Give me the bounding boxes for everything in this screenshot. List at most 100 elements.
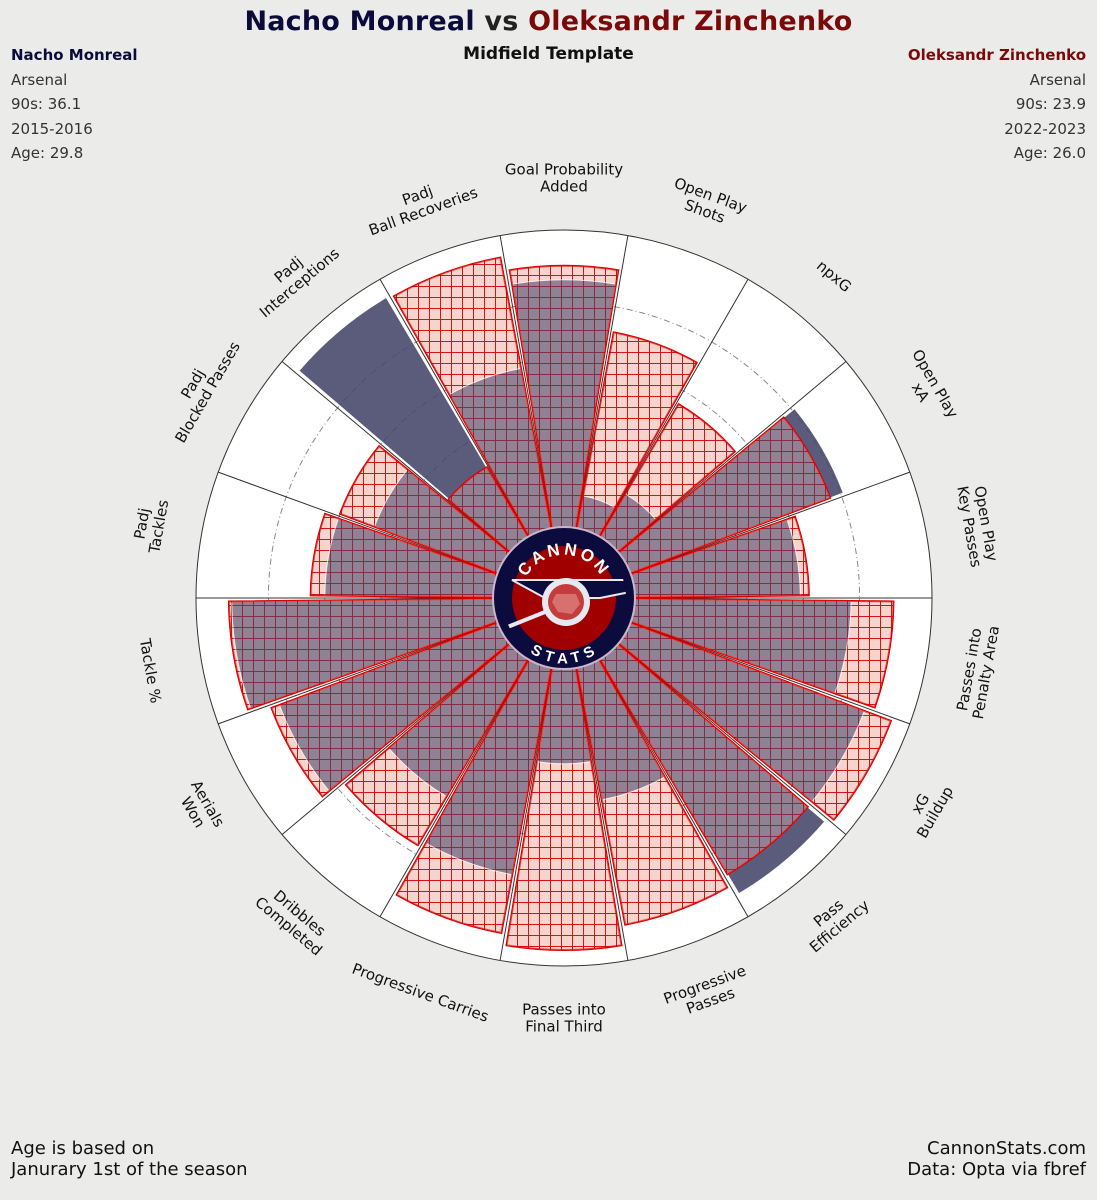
axis-label-line: Tackles — [145, 498, 172, 555]
axis-label-line: Final Third — [525, 1018, 603, 1036]
footer-source: Data: Opta via fbref — [907, 1159, 1086, 1180]
axis-label: PadjBall Recoveries — [361, 167, 481, 239]
slice-player2-hatch-overlay — [340, 446, 510, 574]
spoke-line — [575, 235, 629, 530]
player1-season: 2015-2016 — [11, 119, 93, 138]
player2-season: 2022-2023 — [1004, 119, 1086, 138]
spoke-line — [218, 471, 499, 575]
axis-label: Passes into Final Third — [522, 1001, 606, 1036]
slice-player2-hatch — [630, 598, 894, 708]
spoke-line — [598, 658, 749, 917]
spoke-line — [617, 361, 847, 554]
slice-player2-hatch-overlay — [599, 643, 808, 875]
spoke-line — [598, 279, 749, 538]
axis-label-line: Tackle % — [136, 636, 165, 704]
axis-label: DribblesCompleted — [251, 880, 336, 959]
axis-label: Goal Probability Added — [505, 161, 623, 196]
axis-label-line: Passes into — [522, 1001, 606, 1019]
player2-team: Arsenal — [1029, 70, 1086, 89]
axis-label: Tackle % — [136, 636, 165, 704]
axis-label-line: Interceptions — [256, 244, 343, 321]
slice-player2-hatch — [228, 598, 498, 710]
player2-name: Oleksandr Zinchenko — [907, 46, 1086, 64]
slice-player2-hatch-overlay — [618, 622, 891, 820]
player1-nineties: 90s: 36.1 — [11, 95, 82, 113]
slice-player2-hatch-overlay — [310, 513, 498, 598]
spoke-line — [379, 658, 530, 917]
slice-player2-hatch — [340, 446, 510, 574]
slice-player2-hatch — [396, 658, 552, 933]
spoke-line — [499, 666, 553, 961]
slice-player2-hatch — [618, 622, 891, 820]
slice-player2-hatch — [448, 467, 529, 553]
axis-label: xGBuildup — [898, 775, 957, 842]
axis-label: PassEfficiency — [795, 883, 873, 956]
player1-team: Arsenal — [11, 70, 68, 89]
spoke-line — [499, 235, 553, 530]
spoke-line — [575, 666, 629, 961]
slice-player2-hatch-overlay — [506, 667, 622, 950]
axis-label: AerialsWon — [172, 777, 228, 839]
axis-label: PadjInterceptions — [245, 231, 343, 321]
slice-player2-hatch-overlay — [618, 417, 831, 574]
axis-label: Open PlayKey Passes — [953, 482, 1002, 569]
spoke-line — [629, 471, 910, 575]
player1-info: Nacho Monreal Arsenal 90s: 36.1 2015-201… — [11, 43, 138, 166]
slice-player2-hatch — [599, 643, 808, 875]
slice-player2-hatch-overlay — [630, 598, 894, 708]
slice-player2-hatch-overlay — [576, 332, 697, 538]
slice-player2-hatch-overlay — [630, 516, 809, 598]
slice-player2-hatch — [576, 332, 697, 538]
slice-player2-hatch — [271, 622, 510, 797]
chart-title: Nacho Monreal vs Oleksandr Zinchenko — [0, 6, 1097, 37]
spoke-line — [218, 621, 499, 725]
axis-label-line: Added — [540, 178, 588, 196]
spoke-line — [281, 361, 511, 554]
axis-label: Open PlayxA — [894, 346, 962, 430]
axis-label: PadjTackles — [128, 495, 172, 555]
spoke-line — [617, 642, 847, 835]
axis-label: Open PlayShots — [666, 174, 750, 233]
slice-player2-hatch — [576, 658, 728, 925]
chart-subtitle: Midfield Template — [463, 44, 634, 64]
slice-player2-hatch — [393, 257, 552, 538]
footer-note-line2: Janurary 1st of the season — [11, 1159, 248, 1180]
slice-player2-hatch — [618, 417, 831, 574]
slice-player2-hatch — [509, 265, 619, 529]
player2-nineties: 90s: 23.9 — [1015, 95, 1086, 113]
slice-player2-hatch-overlay — [448, 467, 529, 553]
slice-player2-hatch — [345, 643, 529, 846]
slice-player2-hatch-overlay — [345, 643, 529, 846]
slice-player2-hatch-overlay — [271, 622, 510, 797]
title-vs: vs — [484, 6, 519, 37]
title-player2: Oleksandr Zinchenko — [528, 6, 853, 37]
player2-age: Age: 26.0 — [1013, 144, 1086, 162]
slice-player2-hatch-overlay — [576, 658, 728, 925]
slice-player2-hatch-overlay — [599, 404, 735, 553]
axis-label-line: npxG — [813, 257, 855, 296]
axis-label: Progressive Carries — [350, 960, 492, 1026]
spoke-line — [629, 621, 910, 725]
cannon-stats-logo: CANNON STATS — [492, 526, 636, 670]
spoke-line — [281, 642, 511, 835]
cannon-icon — [504, 578, 626, 630]
player1-age: Age: 29.8 — [11, 144, 84, 162]
spoke-line — [379, 279, 530, 538]
slice-player2-hatch — [506, 667, 622, 950]
slice-player2-hatch — [599, 404, 735, 553]
axis-label: Passes intoPenalty Area — [952, 621, 1003, 720]
slice-player2-hatch-overlay — [393, 257, 552, 538]
title-player1: Nacho Monreal — [244, 6, 475, 37]
axis-label-line: Progressive Carries — [350, 960, 492, 1026]
axis-label: npxG — [813, 257, 855, 296]
axis-label-line: Goal Probability — [505, 161, 623, 179]
slice-player2-hatch — [630, 516, 809, 598]
axis-label: ProgressivePasses — [661, 961, 754, 1023]
slice-player2-hatch-overlay — [509, 265, 619, 529]
footer-note-line1: Age is based on — [11, 1138, 155, 1159]
slice-player2-hatch-overlay — [396, 658, 552, 933]
footer-note: Age is based on Janurary 1st of the seas… — [11, 1138, 248, 1180]
footer-credit: CannonStats.com Data: Opta via fbref — [907, 1138, 1086, 1180]
player2-info: Oleksandr Zinchenko Arsenal 90s: 23.9 20… — [908, 43, 1086, 166]
axis-label: PadjBlocked Passes — [157, 330, 244, 446]
